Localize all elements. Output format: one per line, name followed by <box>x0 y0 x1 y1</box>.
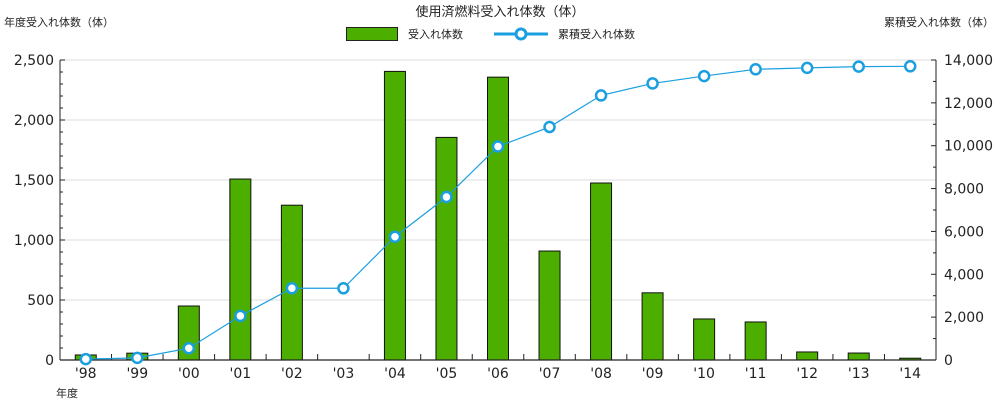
x-tick-label: '03 <box>333 366 355 382</box>
x-tick-label: '11 <box>745 366 767 382</box>
x-tick-label: '12 <box>796 366 818 382</box>
legend-line-label: 累積受入れ体数 <box>558 28 635 41</box>
line-point[interactable] <box>234 309 247 323</box>
right-tick-label: 0 <box>944 353 953 369</box>
line-point[interactable] <box>903 60 917 73</box>
x-axis-title: 年度 <box>56 387 78 400</box>
right-tick-label: 12,000 <box>944 96 993 112</box>
x-tick-label: '09 <box>642 366 664 382</box>
bar[interactable] <box>435 136 458 361</box>
x-tick-label: '99 <box>126 366 148 382</box>
line-point[interactable] <box>388 230 402 243</box>
left-tick-label: 1,000 <box>14 233 54 249</box>
line-point[interactable] <box>800 61 814 75</box>
legend-item-bar[interactable]: 受入れ体数 <box>346 26 463 42</box>
line-point[interactable] <box>440 190 453 204</box>
right-tick-label: 6,000 <box>944 224 984 240</box>
legend-bar-label: 受入れ体数 <box>408 28 463 41</box>
x-tick-label: '02 <box>281 366 303 382</box>
x-tick-label: '06 <box>487 366 509 382</box>
right-tick-label: 2,000 <box>944 310 984 326</box>
x-tick-label: '13 <box>848 366 870 382</box>
x-tick-label: '05 <box>436 366 458 382</box>
line-point[interactable] <box>697 69 711 83</box>
x-tick-label: '14 <box>899 366 921 382</box>
x-tick-label: '98 <box>75 366 97 382</box>
right-tick-label: 8,000 <box>944 182 984 198</box>
bar[interactable] <box>847 352 870 361</box>
line-point[interactable] <box>852 60 865 73</box>
x-tick-label: '08 <box>590 366 612 382</box>
line-point[interactable] <box>594 89 608 102</box>
line-point[interactable] <box>337 282 350 295</box>
bar[interactable] <box>229 178 252 361</box>
line-point[interactable] <box>285 282 299 295</box>
right-tick-label: 10,000 <box>944 139 993 155</box>
bar[interactable] <box>693 318 716 361</box>
line-point[interactable] <box>79 352 93 366</box>
line-point[interactable] <box>182 341 196 355</box>
bar[interactable] <box>744 321 767 361</box>
right-tick-label: 4,000 <box>944 267 984 283</box>
x-tick-label: '04 <box>384 366 406 382</box>
bar[interactable] <box>590 182 613 361</box>
left-axis-title: 年度受入れ体数（体） <box>4 16 114 29</box>
legend-item-line[interactable]: 累積受入れ体数 <box>494 26 635 42</box>
bar[interactable] <box>487 76 509 361</box>
left-tick-label: 2,500 <box>14 53 54 69</box>
line-point[interactable] <box>543 120 556 134</box>
bar-swatch-icon <box>346 27 398 41</box>
line-point[interactable] <box>749 63 762 76</box>
line-point[interactable] <box>131 351 144 365</box>
x-tick-label: '10 <box>693 366 715 382</box>
bar[interactable] <box>641 292 664 361</box>
x-tick-label: '07 <box>539 366 561 382</box>
left-tick-label: 1,500 <box>14 173 54 189</box>
bar[interactable] <box>383 70 406 361</box>
bar[interactable] <box>538 250 561 361</box>
line-marker-icon <box>494 27 548 41</box>
x-tick-label: '01 <box>230 366 252 382</box>
line-point[interactable] <box>491 140 505 153</box>
chart-title: 使用済燃料受入れ体数（体） <box>415 5 585 20</box>
bar[interactable] <box>796 351 819 361</box>
line-point[interactable] <box>646 77 659 90</box>
x-tick-label: '00 <box>178 366 200 382</box>
right-tick-label: 14,000 <box>944 53 993 69</box>
left-tick-label: 0 <box>45 353 54 369</box>
right-axis-title: 累積受入れ体数（体） <box>884 16 994 29</box>
left-tick-label: 2,000 <box>14 113 54 129</box>
left-tick-label: 500 <box>27 293 54 309</box>
